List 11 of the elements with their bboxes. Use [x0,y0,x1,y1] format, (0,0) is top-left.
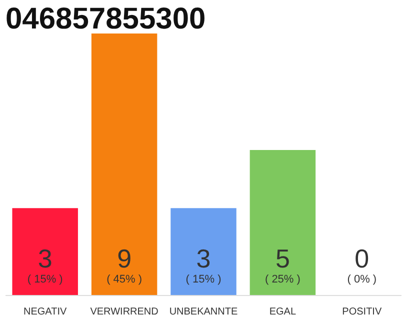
data-label: 0 ( 0% ) [347,244,377,286]
x-tick-label: EGAL [269,306,296,318]
x-tick-label: VERWIRREND [90,306,158,318]
chart-title: 046857855300 [6,2,206,36]
x-tick-label: UNBEKANNTE [169,306,238,318]
data-label: 9 ( 45% ) [106,244,142,286]
x-tick-label: POSITIV [342,306,382,318]
data-label: 3 ( 15% ) [27,244,63,286]
data-label: 5 ( 25% ) [264,244,300,286]
x-tick-label: NEGATIV [24,306,68,318]
data-label: 3 ( 15% ) [186,244,222,286]
